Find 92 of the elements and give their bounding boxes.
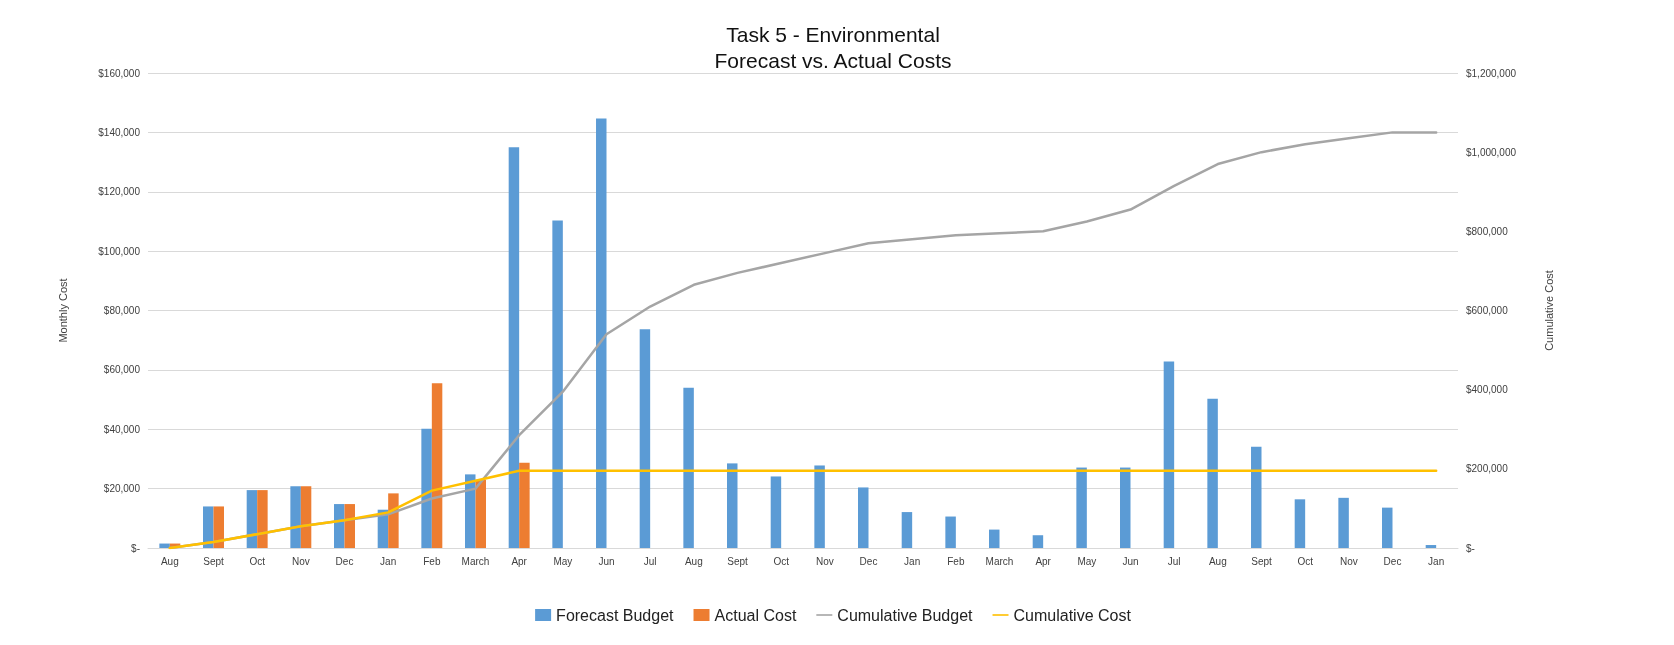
x-tick-label: Oct bbox=[249, 555, 266, 567]
x-tick-label: Jun bbox=[1122, 555, 1139, 567]
bar bbox=[989, 529, 1000, 548]
x-tick-label: Feb bbox=[947, 555, 965, 567]
bar bbox=[475, 479, 486, 548]
chart-subtitle: Forecast vs. Actual Costs bbox=[714, 48, 952, 72]
x-tick-label: Feb bbox=[423, 555, 441, 567]
bar bbox=[246, 490, 258, 548]
bar bbox=[290, 486, 301, 548]
y-tick-label: $140,000 bbox=[98, 126, 141, 138]
bar bbox=[203, 506, 214, 548]
y-tick-label: $20,000 bbox=[103, 483, 141, 495]
x-tick-label: Apr bbox=[511, 555, 528, 567]
bar bbox=[814, 465, 825, 548]
bar bbox=[421, 428, 432, 548]
bar bbox=[300, 486, 312, 548]
x-tick-label: Jan bbox=[380, 555, 397, 567]
y-tick-label: $120,000 bbox=[98, 186, 141, 198]
x-tick-label: Dec bbox=[335, 555, 354, 567]
x-tick-label: Aug bbox=[684, 555, 703, 567]
y2-tick-label: $800,000 bbox=[1466, 225, 1509, 237]
y2-tick-label: $- bbox=[1466, 542, 1475, 554]
bar bbox=[770, 476, 782, 548]
x-tick-label: Nov bbox=[1339, 555, 1358, 567]
bar bbox=[1382, 507, 1393, 548]
y-axis-title: Monthly Cost bbox=[56, 278, 69, 343]
bar bbox=[639, 329, 651, 548]
x-tick-label: March bbox=[461, 555, 490, 567]
x-tick-label: Jan bbox=[1428, 555, 1445, 567]
bar bbox=[901, 512, 913, 548]
bar bbox=[519, 462, 530, 548]
x-tick-label: May bbox=[1077, 555, 1097, 567]
bar bbox=[1163, 361, 1175, 548]
bar bbox=[508, 147, 520, 548]
bar bbox=[596, 118, 607, 548]
bar bbox=[257, 490, 268, 548]
bar bbox=[159, 543, 170, 548]
x-tick-label: Sept bbox=[727, 555, 748, 567]
bar bbox=[431, 383, 443, 548]
x-tick-label: Jul bbox=[1167, 555, 1181, 567]
x-tick-label: Dec bbox=[1383, 555, 1402, 567]
bar bbox=[1207, 398, 1218, 548]
x-tick-label: Aug bbox=[160, 555, 179, 567]
x-tick-label: Jul bbox=[643, 555, 657, 567]
bar bbox=[945, 516, 956, 548]
legend-label: Forecast Budget bbox=[556, 606, 675, 624]
x-tick-label: Nov bbox=[291, 555, 310, 567]
bar bbox=[1251, 446, 1262, 548]
chart-title: Task 5 - Environmental bbox=[726, 22, 940, 46]
x-tick-label: Nov bbox=[815, 555, 834, 567]
x-tick-label: Apr bbox=[1035, 555, 1052, 567]
x-tick-label: Sept bbox=[1251, 555, 1272, 567]
bar bbox=[727, 463, 738, 548]
y-tick-label: $- bbox=[131, 542, 140, 554]
bar bbox=[388, 493, 399, 548]
legend-label: Cumulative Budget bbox=[837, 606, 974, 624]
y2-tick-label: $1,000,000 bbox=[1466, 146, 1517, 158]
y-tick-label: $80,000 bbox=[103, 305, 141, 316]
y2-axis-title: Cumulative Cost bbox=[1542, 270, 1555, 351]
y-tick-label: $160,000 bbox=[98, 67, 141, 79]
bar bbox=[1032, 535, 1044, 548]
x-tick-label: March bbox=[985, 555, 1014, 567]
legend-label: Actual Cost bbox=[714, 606, 797, 624]
bar bbox=[1338, 497, 1349, 548]
x-tick-label: Sept bbox=[203, 555, 224, 567]
x-tick-label: Oct bbox=[1297, 555, 1314, 567]
bar bbox=[344, 504, 355, 548]
x-tick-label: Dec bbox=[859, 555, 878, 567]
bar bbox=[1120, 467, 1131, 548]
y2-tick-label: $200,000 bbox=[1466, 463, 1509, 475]
bar bbox=[858, 487, 869, 548]
x-tick-label: Aug bbox=[1208, 555, 1227, 567]
bar bbox=[213, 506, 224, 548]
bar bbox=[683, 387, 694, 548]
y-tick-label: $100,000 bbox=[98, 245, 141, 257]
y2-tick-label: $600,000 bbox=[1466, 305, 1509, 316]
bar bbox=[1076, 467, 1087, 548]
x-tick-label: May bbox=[553, 555, 573, 567]
bar bbox=[465, 474, 476, 548]
bar bbox=[552, 220, 563, 548]
bar bbox=[1425, 545, 1437, 548]
legend-label: Cumulative Cost bbox=[1013, 606, 1132, 624]
x-tick-label: Jan bbox=[904, 555, 921, 567]
y2-tick-label: $400,000 bbox=[1466, 384, 1509, 396]
y-tick-label: $60,000 bbox=[103, 364, 141, 376]
bar bbox=[1294, 499, 1306, 548]
y-tick-label: $40,000 bbox=[103, 423, 141, 435]
x-tick-label: Oct bbox=[773, 555, 790, 567]
x-tick-label: Jun bbox=[598, 555, 615, 567]
line-series bbox=[168, 469, 1438, 550]
bar bbox=[334, 504, 345, 548]
y2-tick-label: $1,200,000 bbox=[1466, 67, 1517, 79]
